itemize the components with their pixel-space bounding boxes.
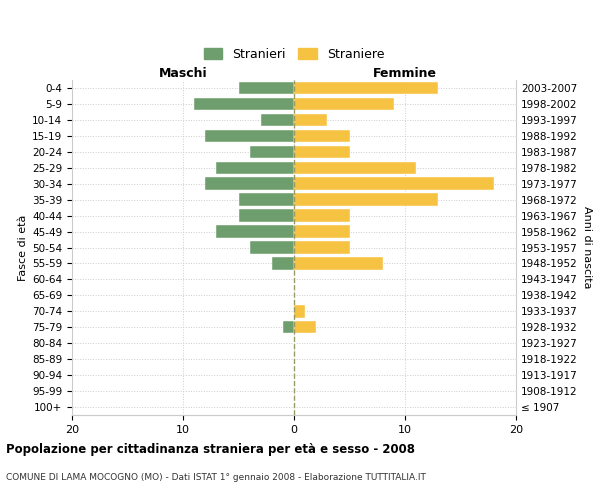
Bar bbox=[294, 242, 349, 254]
Bar bbox=[250, 242, 294, 254]
Bar bbox=[239, 82, 294, 94]
Bar bbox=[216, 162, 294, 174]
Bar bbox=[294, 257, 383, 270]
Bar bbox=[294, 194, 438, 206]
Bar bbox=[294, 130, 349, 142]
Text: Popolazione per cittadinanza straniera per età e sesso - 2008: Popolazione per cittadinanza straniera p… bbox=[6, 442, 415, 456]
Bar bbox=[239, 194, 294, 206]
Bar bbox=[194, 98, 294, 110]
Bar bbox=[205, 130, 294, 142]
Bar bbox=[294, 178, 494, 190]
Bar bbox=[294, 226, 349, 238]
Bar bbox=[294, 98, 394, 110]
Bar bbox=[239, 210, 294, 222]
Bar bbox=[216, 226, 294, 238]
Text: Femmine: Femmine bbox=[373, 67, 437, 80]
Bar bbox=[260, 114, 294, 126]
Bar bbox=[294, 146, 349, 158]
Bar bbox=[294, 162, 416, 174]
Text: Maschi: Maschi bbox=[158, 67, 208, 80]
Bar bbox=[294, 114, 328, 126]
Bar bbox=[294, 305, 305, 318]
Bar bbox=[294, 321, 316, 334]
Bar bbox=[294, 210, 349, 222]
Bar bbox=[283, 321, 294, 334]
Y-axis label: Fasce di età: Fasce di età bbox=[18, 214, 28, 280]
Text: COMUNE DI LAMA MOCOGNO (MO) - Dati ISTAT 1° gennaio 2008 - Elaborazione TUTTITAL: COMUNE DI LAMA MOCOGNO (MO) - Dati ISTAT… bbox=[6, 472, 426, 482]
Legend: Stranieri, Straniere: Stranieri, Straniere bbox=[199, 42, 389, 66]
Bar bbox=[205, 178, 294, 190]
Y-axis label: Anni di nascita: Anni di nascita bbox=[581, 206, 592, 289]
Bar bbox=[294, 82, 438, 94]
Bar bbox=[250, 146, 294, 158]
Bar bbox=[272, 257, 294, 270]
